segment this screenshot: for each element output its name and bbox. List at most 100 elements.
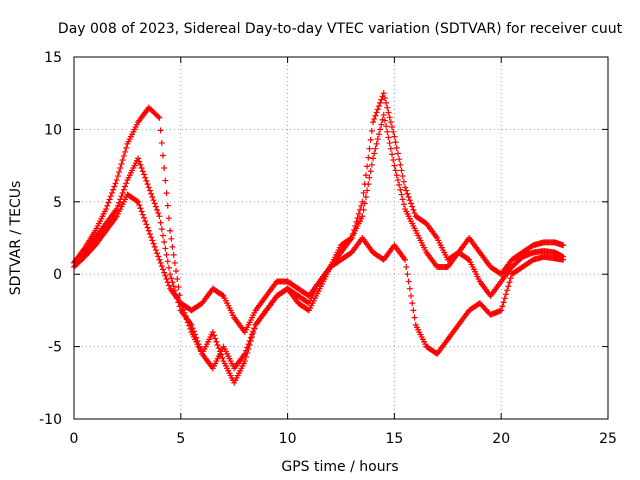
data-point-interp	[148, 190, 155, 197]
data-point-interp	[387, 119, 394, 126]
data-point-interp	[397, 186, 404, 193]
data-point-interp	[404, 271, 411, 278]
data-point-interp	[141, 171, 148, 178]
data-point-interp	[133, 197, 140, 204]
data-point-interp	[164, 279, 171, 286]
data-point-interp	[170, 283, 177, 290]
data-point-interp	[173, 267, 180, 274]
data-point-interp	[168, 275, 175, 282]
data-point-interp	[390, 128, 397, 135]
data-point-interp	[372, 145, 379, 152]
data-point-interp	[162, 272, 169, 279]
data-point-interp	[161, 165, 168, 172]
data-point-interp	[381, 117, 388, 124]
data-point-interp	[119, 189, 126, 196]
data-point-interp	[394, 150, 401, 157]
data-point	[402, 184, 409, 191]
data-point-interp	[137, 205, 144, 212]
x-axis-title: GPS time / hours	[281, 459, 398, 475]
data-point-interp	[161, 239, 168, 246]
data-point-interp	[366, 145, 373, 152]
data-point-interp	[403, 263, 410, 270]
data-point-interp	[384, 128, 391, 135]
data-point-interp	[169, 243, 176, 250]
data-point-interp	[507, 275, 514, 282]
data-point-interp	[367, 168, 374, 175]
data-point-interp	[410, 206, 417, 213]
data-point-interp	[364, 187, 371, 194]
data-point-interp	[377, 99, 384, 106]
data-point-interp	[123, 144, 130, 151]
data-point-interp	[105, 199, 112, 206]
data-point-interp	[212, 335, 219, 342]
data-point-interp	[163, 190, 170, 197]
data-point-interp	[165, 282, 172, 289]
data-point-interp	[164, 202, 171, 209]
data-point-interp	[400, 201, 407, 208]
data-point-interp	[143, 221, 150, 228]
data-point-interp	[405, 193, 412, 200]
data-point-interp	[377, 126, 384, 133]
y-tick-label: 0	[53, 267, 62, 283]
data-point-interp	[144, 181, 151, 188]
data-point-interp	[393, 172, 400, 179]
data-point-interp	[141, 214, 148, 221]
data-point-interp	[150, 240, 157, 247]
data-point-interp	[116, 199, 123, 206]
data-point-interp	[118, 160, 125, 167]
chart-title: Day 008 of 2023, Sidereal Day-to-day VTE…	[58, 21, 623, 37]
data-point	[103, 206, 110, 213]
data-point-interp	[164, 258, 171, 265]
data-point-interp	[251, 325, 258, 332]
data-point-interp	[117, 165, 124, 172]
data-point-interp	[146, 187, 153, 194]
data-point-interp	[383, 99, 390, 106]
data-point-interp	[406, 285, 413, 292]
data-point	[145, 184, 152, 191]
data-point-interp	[122, 183, 129, 190]
data-point-interp	[120, 186, 127, 193]
data-point-interp	[373, 140, 380, 147]
x-tick-labels: 0 5 10 15 20 25	[70, 431, 617, 447]
data-point-interp	[362, 172, 369, 179]
data-point-interp	[118, 193, 125, 200]
data-point-interp	[398, 167, 405, 174]
data-point-interp	[405, 278, 412, 285]
data-point-interp	[123, 180, 130, 187]
data-point-interp	[394, 177, 401, 184]
data-point-interp	[112, 180, 119, 187]
data-point-interp	[158, 139, 165, 146]
data-point-interp	[411, 210, 418, 217]
data-point-interp	[393, 144, 400, 151]
data-point	[391, 162, 398, 169]
data-point-interp	[360, 206, 367, 213]
data-point-interp	[122, 148, 129, 155]
data-point-interp	[371, 150, 378, 157]
data-point-interp	[368, 161, 375, 168]
series-track-2	[71, 111, 567, 386]
data-point	[560, 242, 567, 249]
data-point-interp	[120, 152, 127, 159]
data-point-interp	[138, 208, 145, 215]
data-point-interp	[160, 152, 166, 159]
data-point	[177, 300, 184, 307]
data-point-interp	[183, 316, 190, 323]
data-point	[241, 358, 248, 365]
data-point-interp	[404, 190, 411, 197]
data-point-interp	[170, 251, 177, 258]
data-point-interp	[389, 123, 396, 130]
data-point-interp	[384, 104, 391, 111]
data-point-interp	[354, 214, 361, 221]
data-point-interp	[150, 197, 157, 204]
data-point-interp	[151, 200, 158, 207]
data-point	[370, 155, 377, 162]
data-point-interp	[411, 314, 418, 321]
data-point-interp	[155, 253, 162, 260]
data-point-interp	[366, 174, 373, 181]
data-point-interp	[464, 255, 471, 262]
data-point-interp	[162, 177, 169, 184]
data-point-interp	[165, 264, 172, 271]
data-point-interp	[175, 284, 182, 291]
data-point-interp	[160, 266, 166, 273]
